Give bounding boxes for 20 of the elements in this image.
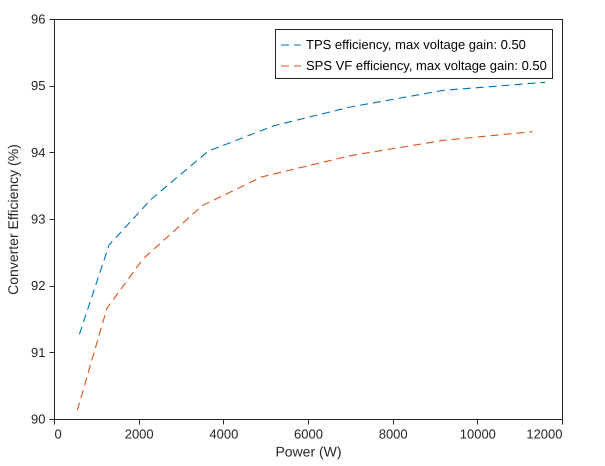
y-tick-label: 94 bbox=[31, 144, 46, 160]
y-tick-label: 91 bbox=[31, 344, 46, 360]
y-tick-label: 96 bbox=[31, 12, 46, 26]
line-series bbox=[78, 82, 546, 335]
line-series bbox=[76, 131, 533, 411]
y-tick-label: 93 bbox=[31, 212, 46, 226]
x-tick-label: 2000 bbox=[124, 426, 154, 442]
legend-label: TPS efficiency, max voltage gain: 0.50 bbox=[306, 37, 526, 52]
y-tick-label: 95 bbox=[31, 78, 46, 94]
x-tick-label: 10000 bbox=[460, 426, 496, 442]
x-tick-label: 4000 bbox=[209, 426, 238, 442]
x-tick-label: 0 bbox=[54, 426, 62, 442]
y-axis-title: Converter Efficiency (%) bbox=[5, 144, 22, 295]
x-axis-title: Power (W) bbox=[275, 444, 342, 460]
x-tick-label: 12000 bbox=[526, 426, 562, 442]
y-tick-label: 92 bbox=[31, 278, 46, 294]
x-tick-label: 8000 bbox=[378, 426, 408, 442]
x-tick-label: 6000 bbox=[294, 426, 323, 442]
legend-label: SPS VF efficiency, max voltage gain: 0.50 bbox=[306, 58, 547, 73]
y-tick-label: 90 bbox=[31, 412, 46, 426]
